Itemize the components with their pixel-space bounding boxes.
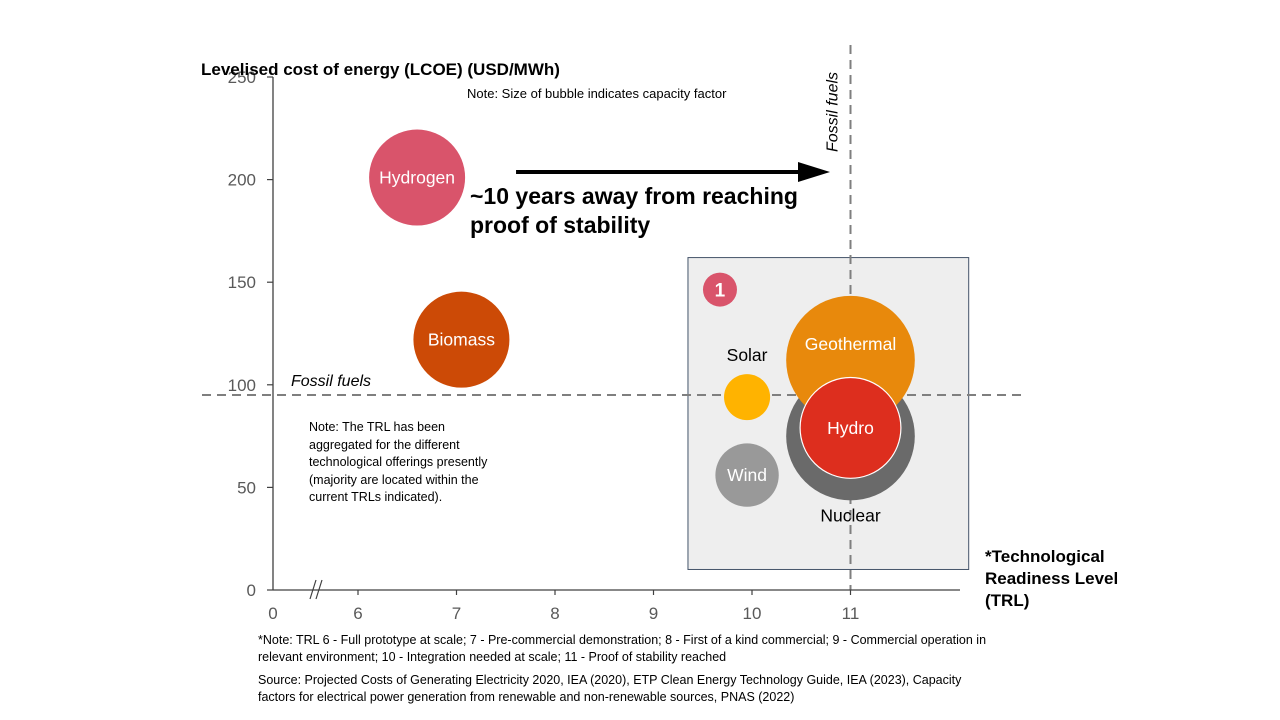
x-tick-label: 11 [842,604,860,623]
y-tick-label: 250 [228,68,256,87]
y-tick-label: 0 [247,581,256,600]
bubble-hydro-circle [799,376,902,479]
bubble-solar: Solar [724,345,771,421]
bubble-solar-label: Solar [727,345,768,365]
fossil-fuels-vertical-label: Fossil fuels [825,72,842,152]
progress-arrow-icon [516,162,830,182]
trl-aggregation-note: Note: The TRL has been aggregated for th… [309,420,488,504]
x-axis-break-icon [309,579,323,600]
fossil-fuels-horizontal-label: Fossil fuels [291,373,371,390]
bubble-biomass-label: Biomass [428,330,495,350]
bubble-hydro-label: Hydro [827,418,874,438]
arrow-head [798,162,830,182]
trl-definitions-footnote: *Note: TRL 6 - Full prototype at scale; … [258,633,987,664]
bubble-wind-circle [715,443,779,507]
x-axis-title: *Technological Readiness Level (TRL) [985,547,1119,610]
bubble-hydrogen-circle [369,129,466,226]
break-slash [309,579,317,600]
badge-circle [702,272,737,307]
bubble-hydrogen: Hydrogen [369,129,466,226]
bubble-hydro: Hydro [799,376,902,479]
bubble-solar-circle [724,374,771,421]
y-tick-label: 100 [228,376,256,395]
bubble-wind-label: Wind [727,465,767,485]
y-axis-title: Levelised cost of energy (LCOE) (USD/MWh… [201,60,560,79]
x-tick-label: 10 [743,604,762,623]
y-tick-label: 150 [228,273,256,292]
x-tick-label: 6 [353,604,362,623]
x-tick-label: 7 [452,604,461,623]
bubble-biomass: Biomass [413,291,510,388]
break-slash [315,579,323,600]
badge-number: 1 [715,281,726,302]
y-tick-label: 200 [228,171,256,190]
highlight-badge: 1 [702,272,737,307]
y-tick-label: 50 [237,478,256,497]
x-tick-label: 0 [268,604,277,623]
bubble-geothermal-label: Geothermal [805,334,896,354]
x-tick-label: 9 [649,604,658,623]
bubble-hydrogen-label: Hydrogen [379,168,455,188]
arrow-annotation-text: ~10 years away from reaching proof of st… [470,183,798,238]
source-footnote: Source: Projected Costs of Generating El… [258,673,962,704]
x-tick-label: 8 [550,604,559,623]
bubble-wind: Wind [715,443,779,507]
bubble-size-note: Note: Size of bubble indicates capacity … [467,86,727,101]
bubble-nuclear-label: Nuclear [820,505,880,525]
bubble-biomass-circle [413,291,510,388]
